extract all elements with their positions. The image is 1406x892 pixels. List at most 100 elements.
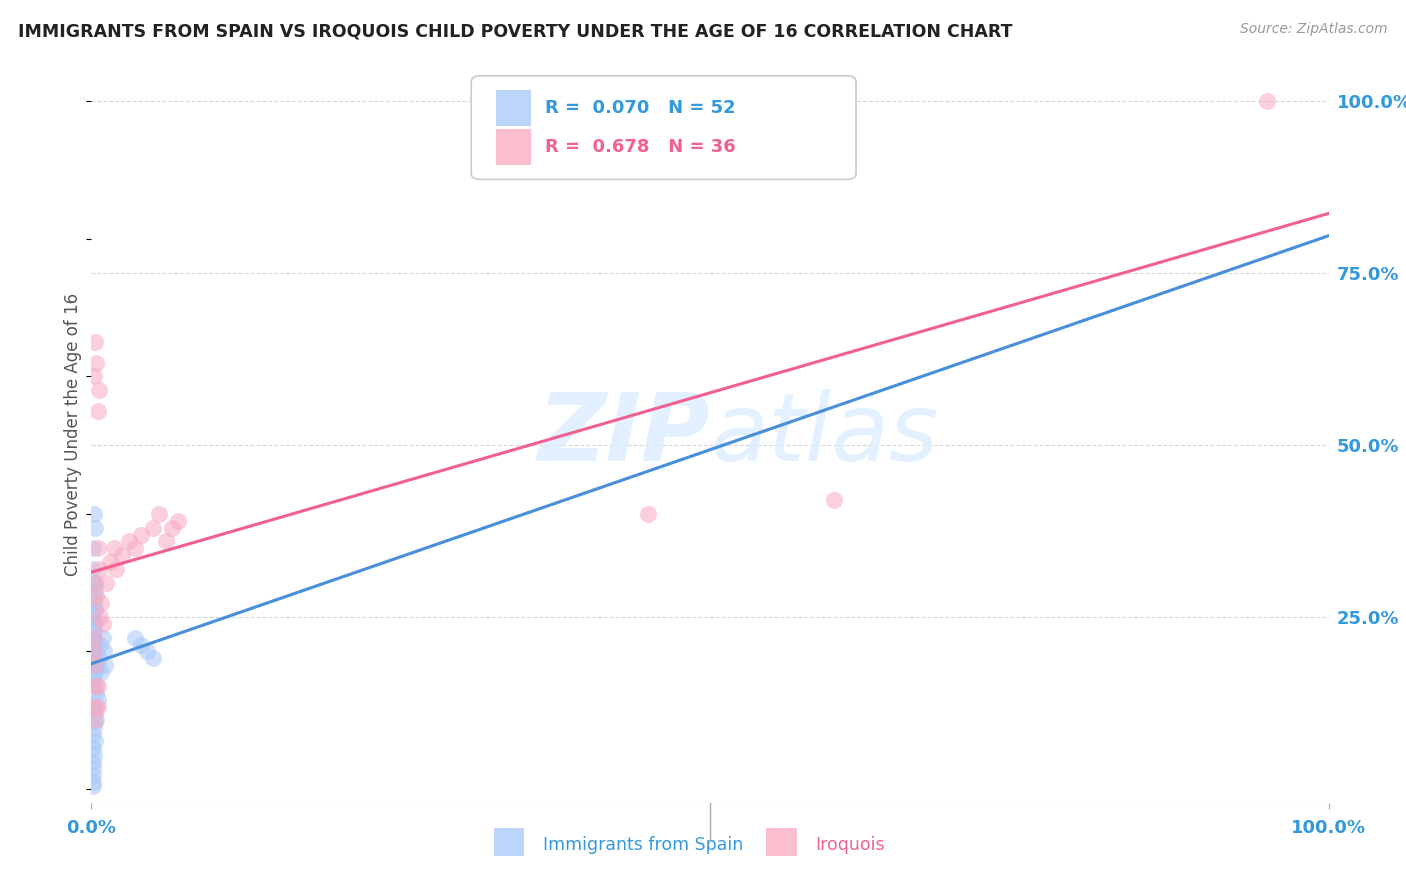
Text: R =  0.070   N = 52: R = 0.070 N = 52 [546,99,737,117]
Point [823,493,845,508]
Point [82,665,104,680]
Point [83,644,105,658]
Point [82,775,104,789]
Point [84,575,107,590]
Point [83,369,105,384]
Point [142,651,165,665]
Point [82,541,104,556]
Text: Immigrants from Spain: Immigrants from Spain [543,837,744,855]
Point [83,644,105,658]
Point [86,644,108,658]
Point [117,534,139,549]
Point [136,644,159,658]
Point [93,644,115,658]
Bar [496,90,530,126]
Point [89,638,111,652]
Point [86,679,108,693]
Point [84,658,107,673]
Point [86,699,108,714]
Text: atlas: atlas [710,389,938,481]
Point [87,651,110,665]
Point [142,521,165,535]
Point [83,658,105,673]
Point [83,699,105,714]
Point [82,779,104,793]
Point [84,521,107,535]
Point [84,603,107,617]
Point [84,575,107,590]
Point [83,720,105,734]
Point [90,596,112,610]
Point [83,596,105,610]
Point [83,624,105,638]
Point [82,761,104,775]
Text: IMMIGRANTS FROM SPAIN VS IROQUOIS CHILD POVERTY UNDER THE AGE OF 16 CORRELATION : IMMIGRANTS FROM SPAIN VS IROQUOIS CHILD … [18,22,1012,40]
Y-axis label: Child Poverty Under the Age of 16: Child Poverty Under the Age of 16 [63,293,82,576]
Point [84,713,107,727]
Point [83,590,105,604]
Point [84,603,107,617]
Bar [496,129,530,165]
Point [91,631,114,645]
Point [111,548,134,562]
Point [86,699,108,714]
Point [83,617,105,632]
Text: R =  0.678   N = 36: R = 0.678 N = 36 [546,138,737,156]
Point [86,658,108,673]
Point [83,631,105,645]
Point [84,665,107,680]
Point [83,507,105,521]
Point [155,534,177,549]
Point [82,727,104,741]
Point [86,692,108,706]
Point [167,514,190,528]
Point [83,679,105,693]
Point [84,734,107,748]
Point [84,617,107,632]
Point [96,575,118,590]
Point [86,713,108,727]
Point [94,658,117,673]
Point [129,527,152,541]
Point [82,672,104,686]
Point [86,541,108,556]
Point [82,768,104,782]
Point [105,562,128,576]
Point [160,521,183,535]
Text: ZIP: ZIP [537,389,710,481]
Point [86,679,108,693]
Point [87,562,110,576]
Point [98,555,121,569]
Point [82,740,104,755]
Point [84,334,107,349]
Point [86,686,108,700]
Point [83,747,105,762]
Point [91,617,114,632]
Point [86,590,108,604]
Point [1256,95,1278,109]
Point [124,541,146,556]
Point [86,356,108,370]
Point [124,631,146,645]
Point [129,638,152,652]
Text: Iroquois: Iroquois [815,837,884,855]
Bar [494,828,524,855]
Point [103,541,125,556]
Point [82,651,104,665]
Point [82,755,104,769]
Bar [766,828,797,855]
Point [87,383,110,397]
Point [82,631,104,645]
Point [84,706,107,721]
Point [83,631,105,645]
Point [86,404,108,418]
Point [90,665,112,680]
Point [637,507,659,521]
Point [82,562,104,576]
Point [83,575,105,590]
Text: Source: ZipAtlas.com: Source: ZipAtlas.com [1240,22,1388,37]
Point [84,582,107,597]
Point [82,610,104,624]
Point [148,507,170,521]
Point [82,638,104,652]
